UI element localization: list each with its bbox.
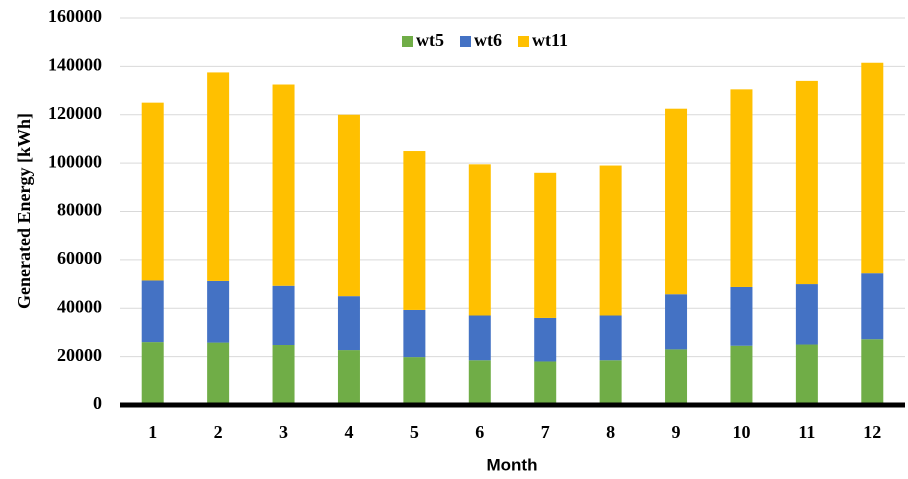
bar-segment	[534, 317, 557, 362]
y-tick-label: 0	[93, 393, 102, 413]
bar-segment	[665, 108, 688, 295]
bar-segment	[468, 360, 491, 405]
bar-segment	[141, 280, 164, 343]
y-tick-label: 120000	[48, 103, 102, 123]
y-tick-label: 20000	[57, 345, 102, 365]
y-tick-label: 160000	[48, 6, 102, 26]
bar-segment	[272, 345, 295, 405]
bar-segment	[534, 361, 557, 405]
x-tick-label: 2	[214, 422, 223, 442]
bar-segment	[665, 349, 688, 405]
bar-segment	[207, 72, 230, 281]
y-tick-label: 60000	[57, 248, 102, 268]
bar-segment	[861, 273, 884, 340]
x-tick-label: 6	[475, 422, 484, 442]
bar-segment	[861, 339, 884, 405]
bar-segment	[468, 315, 491, 361]
legend-swatch	[518, 36, 529, 47]
legend-swatch	[460, 36, 471, 47]
y-tick-label: 80000	[57, 200, 102, 220]
bar-segment	[795, 80, 818, 285]
bar-segment	[795, 284, 818, 345]
bar-segment	[272, 285, 295, 346]
x-tick-label: 3	[279, 422, 288, 442]
legend-label: wt6	[474, 30, 502, 50]
bar-segment	[403, 309, 426, 358]
y-axis-title: Generated Energy [kWh]	[14, 113, 34, 309]
x-tick-label: 10	[732, 422, 750, 442]
bar-segment	[599, 165, 622, 316]
bar-segment	[403, 357, 426, 405]
x-tick-label: 9	[672, 422, 681, 442]
bar-segment	[468, 164, 491, 316]
bar-segment	[272, 84, 295, 286]
bar-segment	[141, 342, 164, 405]
bar-segment	[665, 294, 688, 350]
x-tick-label: 5	[410, 422, 419, 442]
bar-segment	[207, 342, 230, 405]
bar-segment	[730, 345, 753, 405]
bar-segment	[337, 350, 360, 405]
y-tick-label: 40000	[57, 296, 102, 316]
bar-segment	[141, 102, 164, 281]
bar-segment	[337, 296, 360, 351]
x-tick-label: 1	[148, 422, 157, 442]
legend-swatch	[402, 36, 413, 47]
x-tick-label: 8	[606, 422, 615, 442]
x-tick-label: 11	[798, 422, 815, 442]
bar-segment	[207, 280, 230, 343]
bar-segment	[730, 286, 753, 346]
bar-segment	[534, 172, 557, 318]
y-tick-label: 140000	[48, 55, 102, 75]
legend-label: wt11	[532, 30, 568, 50]
x-tick-label: 4	[344, 422, 353, 442]
bar-segment	[861, 62, 884, 274]
bar-segment	[403, 151, 426, 310]
bar-segment	[337, 114, 360, 297]
x-tick-label: 7	[541, 422, 550, 442]
x-axis-title: Month	[487, 455, 538, 474]
y-tick-label: 100000	[48, 151, 102, 171]
x-tick-label: 12	[863, 422, 881, 442]
bar-segment	[599, 360, 622, 405]
bar-segment	[730, 89, 753, 287]
legend-label: wt5	[416, 30, 444, 50]
bar-segment	[599, 315, 622, 361]
bar-segment	[795, 344, 818, 405]
